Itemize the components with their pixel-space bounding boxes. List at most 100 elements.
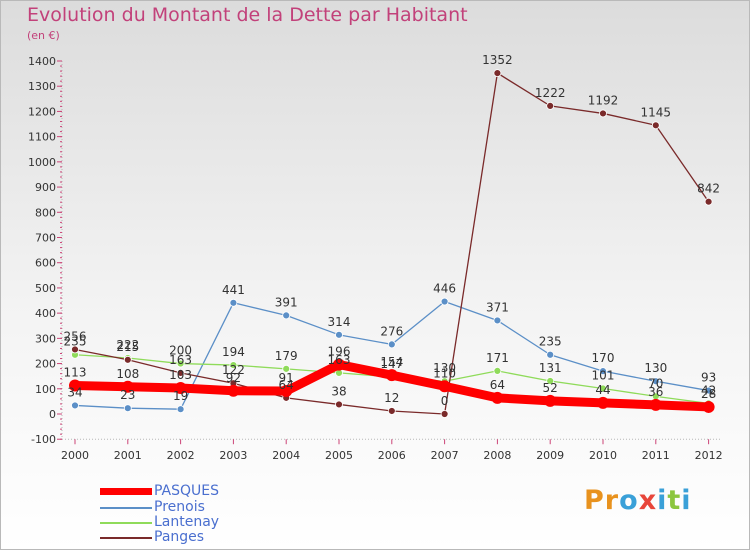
data-label-lantenay: 130	[433, 361, 456, 375]
y-tick-label: 1000	[28, 156, 56, 169]
data-label-prenois: 130	[644, 361, 667, 375]
data-point-pasques	[491, 391, 504, 404]
data-label-panges: 163	[169, 353, 192, 367]
legend-label-panges: Panges	[154, 529, 205, 545]
data-label-lantenay: 163	[328, 353, 351, 367]
data-label-pasques: 64	[490, 378, 505, 392]
data-point-panges	[335, 400, 343, 409]
proxiti-logo: Proxiti	[584, 485, 692, 516]
legend-item-panges: Panges	[100, 530, 204, 545]
data-label-prenois: 19	[173, 389, 188, 403]
y-tick-label: 500	[35, 282, 56, 295]
y-tick-label: 100	[35, 383, 56, 396]
x-tick-label: 2005	[325, 449, 353, 462]
data-label-prenois: 276	[380, 324, 403, 338]
legend-label-prenois: Prenois	[154, 499, 205, 515]
data-label-prenois: 446	[433, 282, 456, 296]
legend-swatch-panges	[100, 536, 152, 539]
legend-item-lantenay: Lantenay	[100, 515, 219, 530]
data-label-lantenay: 42	[701, 383, 716, 397]
data-point-prenois	[229, 298, 238, 307]
data-point-lantenay	[599, 384, 607, 393]
data-point-panges	[651, 121, 660, 130]
y-tick-label: 400	[35, 307, 56, 320]
data-label-pasques: 36	[648, 385, 663, 399]
data-point-prenois	[335, 330, 343, 339]
data-label-prenois: 93	[701, 371, 716, 385]
x-tick-label: 2002	[167, 449, 195, 462]
data-point-prenois	[651, 377, 660, 386]
x-tick-label: 2012	[695, 449, 723, 462]
data-label-prenois: 34	[67, 385, 82, 399]
x-tick-label: 2008	[483, 449, 511, 462]
data-point-pasques	[649, 398, 662, 411]
data-point-panges	[440, 410, 449, 418]
y-tick-label: 900	[35, 181, 56, 194]
legend-item-prenois: Prenois	[100, 500, 205, 515]
data-label-prenois: 170	[592, 351, 615, 365]
data-point-prenois	[71, 401, 79, 410]
data-label-panges: 215	[116, 340, 139, 354]
y-tick-label: 300	[35, 332, 56, 345]
legend-swatch-prenois	[100, 506, 152, 509]
data-label-pasques: 154	[380, 355, 403, 369]
legend-label-lantenay: Lantenay	[154, 514, 220, 530]
data-point-prenois	[123, 404, 132, 413]
data-label-panges: 1222	[535, 86, 566, 100]
data-label-prenois: 23	[120, 388, 135, 402]
data-point-panges	[123, 355, 132, 364]
data-label-lantenay: 147	[380, 357, 403, 371]
data-label-prenois: 314	[328, 315, 351, 329]
data-point-prenois	[546, 350, 555, 359]
data-label-pasques: 44	[595, 383, 610, 397]
data-label-prenois: 235	[539, 335, 562, 349]
y-tick-label: -100	[31, 433, 56, 446]
data-label-pasques: 103	[169, 368, 192, 382]
data-point-prenois	[493, 316, 502, 325]
logo-letter: x	[638, 485, 658, 516]
data-point-panges	[704, 197, 713, 206]
data-point-lantenay	[176, 359, 185, 368]
y-tick-label: 1100	[28, 131, 56, 144]
data-label-pasques: 52	[543, 381, 558, 395]
data-point-prenois	[176, 405, 185, 414]
data-point-pasques	[69, 379, 81, 392]
data-label-panges: 1145	[641, 105, 672, 119]
data-label-panges: 1352	[482, 53, 513, 67]
data-label-prenois: 391	[275, 295, 298, 309]
data-point-prenois	[704, 386, 713, 395]
data-label-panges: 38	[331, 384, 346, 398]
logo-letter: P	[584, 485, 605, 516]
data-label-pasques: 113	[64, 366, 87, 380]
legend-swatch-lantenay	[100, 521, 152, 524]
y-tick-label: 0	[49, 408, 56, 421]
x-tick-label: 2000	[61, 449, 89, 462]
data-point-lantenay	[493, 366, 502, 375]
legend-swatch-pasques	[100, 488, 152, 495]
data-label-pasques: 28	[701, 387, 716, 401]
data-point-pasques	[597, 396, 609, 409]
data-point-pasques	[121, 380, 134, 393]
x-tick-label: 2007	[431, 449, 459, 462]
y-tick-label: 600	[35, 257, 56, 270]
logo-letter: t	[667, 485, 682, 516]
data-label-panges: 1192	[588, 93, 619, 107]
data-point-pasques	[702, 400, 715, 413]
data-label-panges: 842	[697, 182, 720, 196]
data-label-lantenay: 101	[592, 369, 615, 383]
data-point-panges	[387, 407, 396, 415]
data-point-lantenay	[546, 377, 555, 385]
y-tick-label: 1400	[28, 55, 56, 68]
data-point-pasques	[438, 380, 451, 393]
data-label-pasques: 92	[226, 371, 241, 385]
data-point-panges	[71, 345, 79, 354]
data-point-pasques	[544, 394, 557, 407]
data-point-pasques	[280, 385, 293, 398]
data-label-panges: 0	[441, 394, 449, 408]
y-tick-label: 200	[35, 358, 56, 371]
data-point-pasques	[227, 384, 240, 397]
data-label-panges: 256	[64, 329, 87, 343]
logo-letter: i	[657, 485, 668, 516]
y-tick-label: 1200	[28, 105, 56, 118]
